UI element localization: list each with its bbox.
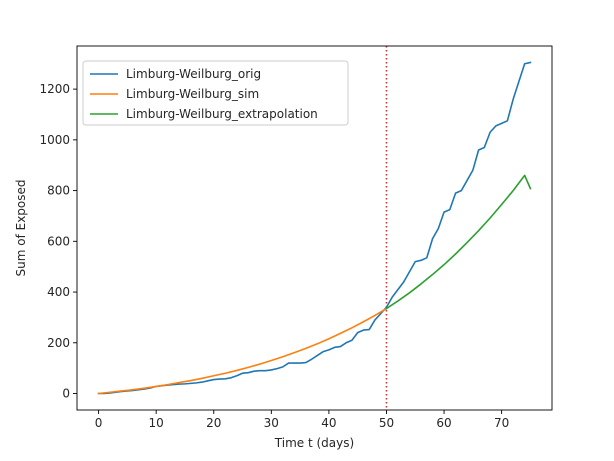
plot-area (97, 46, 532, 410)
legend-label-2: Limburg-Weilburg_extrapolation (126, 107, 318, 121)
y-tick-label: 1000 (39, 133, 70, 147)
x-tick-label: 50 (379, 416, 394, 430)
x-tick-label: 60 (436, 416, 451, 430)
series-line-2 (385, 174, 532, 310)
x-tick-label: 30 (264, 416, 279, 430)
series-group (97, 46, 532, 410)
y-tick-label: 400 (47, 285, 70, 299)
y-tick-label: 200 (47, 336, 70, 350)
x-tick-label: 20 (206, 416, 221, 430)
y-axis-label: Sum of Exposed (14, 179, 28, 276)
legend-box (82, 60, 349, 126)
x-tick-label: 40 (321, 416, 336, 430)
axes-frame (76, 45, 553, 411)
legend-label-1: Limburg-Weilburg_sim (126, 87, 259, 101)
y-tick-label: 600 (47, 234, 70, 248)
series-line-1 (97, 307, 388, 395)
y-tick-label: 1200 (39, 82, 70, 96)
y-tick-label: 800 (47, 184, 70, 198)
axes: 0 10 20 30 40 50 60 70 0 200 400 600 800 1000 1200 (39, 45, 553, 430)
x-axis-label: Time t (days) (274, 436, 354, 450)
x-tick-label: 70 (494, 416, 509, 430)
legend-label-0: Limburg-Weilburg_orig (126, 67, 261, 81)
x-tick-label: 10 (149, 416, 164, 430)
x-tick-label: 0 (95, 416, 103, 430)
legend: Limburg-Weilburg_orig Limburg-Weilburg_si… (82, 60, 349, 126)
y-tick-label: 0 (62, 387, 70, 401)
